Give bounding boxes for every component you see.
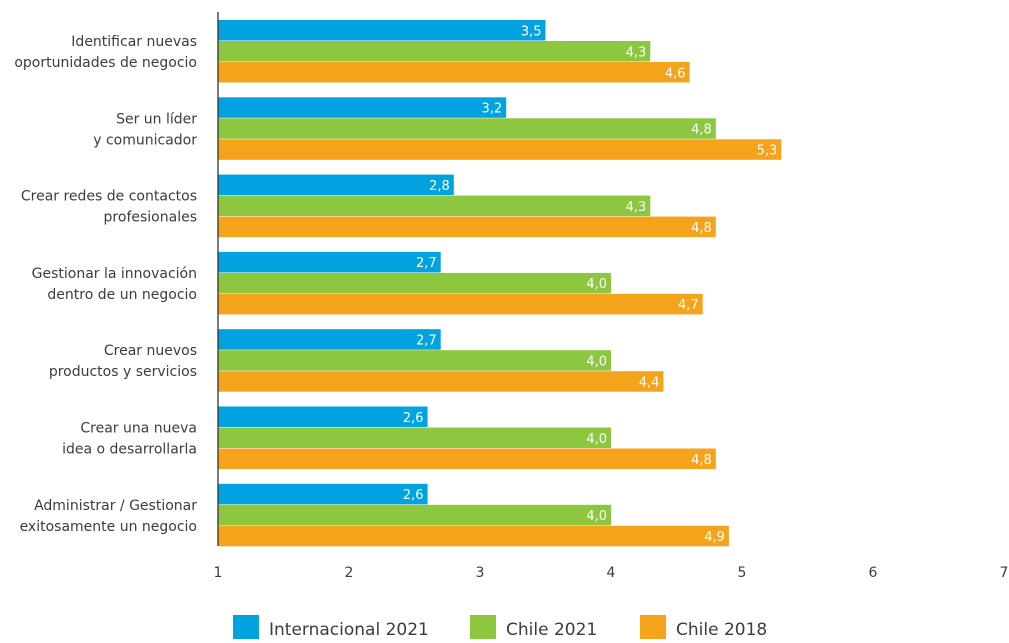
bar [218, 293, 703, 315]
data-label: 2,6 [403, 411, 424, 426]
legend-label: Internacional 2021 [269, 620, 429, 639]
bar [218, 139, 782, 160]
bar [218, 216, 716, 238]
category-label: idea o desarrollarla [62, 442, 197, 458]
data-label: 5,3 [757, 144, 778, 159]
bar [218, 195, 651, 217]
category-label: Gestionar la innovación [32, 266, 197, 282]
category-label: oportunidades de negocio [14, 55, 197, 71]
bar [218, 350, 611, 371]
bar [218, 448, 716, 469]
category-label: Identificar nuevas [71, 34, 197, 50]
data-label: 4,4 [639, 375, 660, 390]
bar [218, 427, 611, 448]
bar [218, 174, 454, 196]
legend-swatch [470, 615, 496, 639]
bar [218, 41, 651, 62]
category-label: Ser un líder [116, 111, 197, 127]
bar [218, 251, 441, 273]
legend-label: Chile 2018 [676, 620, 767, 639]
data-label: 4,0 [586, 432, 607, 447]
category-label: Crear redes de contactos [21, 189, 197, 205]
category-label: exitosamente un negocio [20, 519, 197, 535]
data-label: 2,8 [429, 179, 450, 194]
data-label: 4,6 [665, 66, 686, 81]
category-label: Crear nuevos [104, 343, 197, 359]
data-label: 4,3 [626, 200, 647, 215]
bar [218, 272, 611, 294]
data-label: 4,0 [586, 509, 607, 524]
bar [218, 118, 716, 139]
data-label: 4,3 [626, 45, 647, 60]
category-label: y comunicador [93, 132, 197, 148]
x-tick-label: 5 [738, 565, 747, 581]
x-tick-label: 2 [345, 565, 354, 581]
x-tick-label: 6 [869, 565, 878, 581]
category-label: Crear una nueva [80, 421, 197, 437]
data-label: 4,8 [691, 221, 712, 236]
legend-label: Chile 2021 [506, 620, 597, 639]
bar [218, 525, 729, 547]
data-label: 2,7 [416, 333, 437, 348]
data-label: 2,7 [416, 256, 437, 271]
x-tick-label: 7 [1000, 565, 1009, 581]
data-label: 4,8 [691, 123, 712, 138]
bar [218, 62, 690, 83]
x-tick-label: 4 [607, 565, 616, 581]
data-label: 4,9 [704, 530, 725, 545]
category-label: productos y servicios [49, 364, 197, 380]
data-label: 4,0 [586, 354, 607, 369]
bar [218, 406, 428, 427]
data-label: 4,8 [691, 453, 712, 468]
data-label: 4,0 [586, 277, 607, 292]
x-tick-label: 3 [476, 565, 485, 581]
category-label: Administrar / Gestionar [34, 498, 197, 514]
data-label: 3,2 [482, 102, 503, 117]
bar [218, 329, 441, 350]
data-label: 3,5 [521, 24, 542, 39]
bar [218, 20, 546, 41]
bar [218, 483, 428, 505]
data-label: 2,6 [403, 488, 424, 503]
bar [218, 97, 507, 118]
bar [218, 504, 611, 526]
legend-swatch [233, 615, 259, 639]
x-tick-label: 1 [214, 565, 223, 581]
data-label: 4,7 [678, 298, 699, 313]
category-label: profesionales [104, 210, 197, 226]
bar [218, 371, 664, 392]
category-label: dentro de un negocio [47, 287, 197, 303]
legend-swatch [640, 615, 666, 639]
